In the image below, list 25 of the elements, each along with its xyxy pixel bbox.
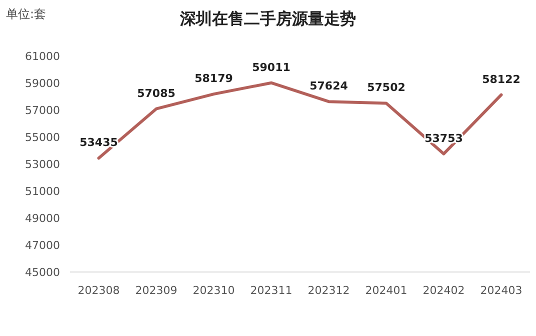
y-axis-title: 单位:套 [6, 7, 46, 21]
x-tick-label: 202308 [78, 284, 120, 297]
y-tick-label: 57000 [25, 104, 60, 117]
y-tick-label: 45000 [25, 266, 60, 279]
data-label: 58122 [482, 72, 520, 86]
y-tick-label: 51000 [25, 184, 60, 198]
y-tick-label: 49000 [25, 212, 60, 225]
y-tick-label: 47000 [25, 238, 60, 252]
y-tick-label: 55000 [25, 130, 60, 144]
data-label: 58179 [194, 72, 233, 86]
data-label: 57085 [137, 86, 176, 100]
y-tick-label: 61000 [25, 50, 60, 63]
data-label: 57502 [367, 81, 406, 94]
x-tick-label: 202401 [365, 284, 408, 297]
x-tick-label: 202403 [480, 284, 522, 297]
x-tick-label: 202311 [250, 284, 292, 297]
x-tick-label: 202309 [135, 284, 178, 297]
data-label: 59011 [252, 60, 290, 74]
data-label: 57624 [310, 80, 348, 93]
x-tick-label: 202312 [308, 284, 350, 297]
y-tick-label: 59000 [25, 76, 60, 90]
y-tick-label: 53000 [25, 158, 60, 171]
chart-title: 深圳在售二手房源量走势 [179, 9, 356, 28]
x-tick-label: 202402 [422, 284, 465, 297]
x-tick-label: 202310 [192, 284, 235, 297]
